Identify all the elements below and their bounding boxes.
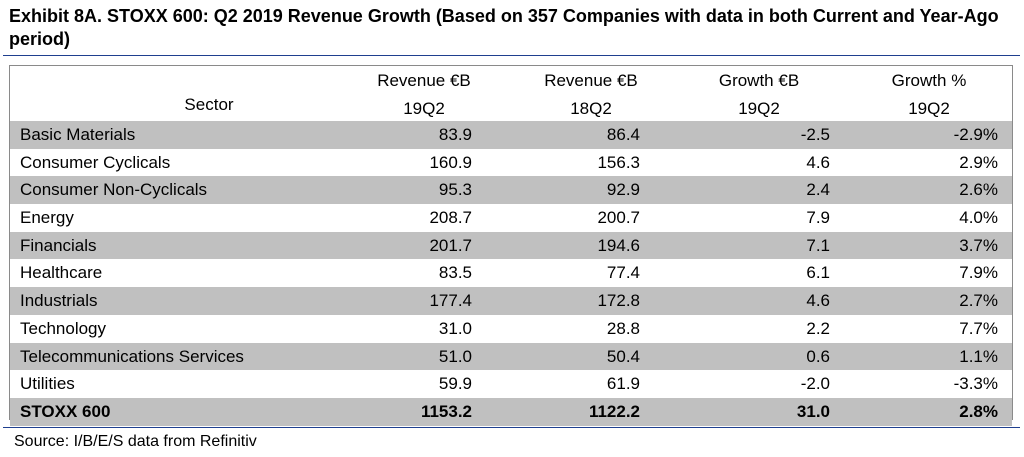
exhibit-title: Exhibit 8A. STOXX 600: Q2 2019 Revenue G… xyxy=(9,6,999,49)
table-row: Utilities 59.9 61.9 -2.0 -3.3% xyxy=(10,370,1012,398)
table-body: Basic Materials 83.9 86.4 -2.5 -2.9% Consumer… xyxy=(10,121,1012,426)
table-row: Financials 201.7 194.6 7.1 3.7% xyxy=(10,231,1012,260)
cell-revenue-19q2: 1153.2 xyxy=(420,401,472,421)
header-growth-eur-line2: 19Q2 xyxy=(738,99,780,118)
bottom-rule xyxy=(3,427,1020,428)
table-header: Sector Revenue €B 19Q2 Revenue €B 18Q2 G… xyxy=(9,65,1013,120)
cell-growth-eur: 7.9 xyxy=(806,208,830,228)
cell-revenue-18q2: 92.9 xyxy=(606,180,640,200)
cell-growth-eur: 2.4 xyxy=(806,180,830,200)
source-note: Source: I/B/E/S data from Refinitiv xyxy=(14,433,257,450)
cell-growth-pct: 3.7% xyxy=(959,235,998,255)
cell-growth-pct: -3.3% xyxy=(953,374,998,394)
table-row-total: STOXX 600 1153.2 1122.2 31.0 2.8% xyxy=(10,397,1012,426)
cell-revenue-18q2: 200.7 xyxy=(597,208,640,228)
header-growth-eur-line1: Growth €B xyxy=(718,71,800,90)
cell-growth-eur: 31.0 xyxy=(796,401,830,421)
cell-revenue-18q2: 77.4 xyxy=(606,263,640,283)
header-growth-pct-line1: Growth % xyxy=(891,71,967,90)
cell-sector: Financials xyxy=(20,235,97,255)
header-revenue-18q2-line1: Revenue €B xyxy=(544,71,638,90)
cell-growth-eur: -2.5 xyxy=(800,125,830,144)
cell-revenue-19q2: 51.0 xyxy=(438,346,472,366)
cell-growth-pct: 1.1% xyxy=(959,346,998,366)
header-revenue-18q2: Revenue €B 18Q2 xyxy=(506,71,676,119)
cell-revenue-19q2: 83.5 xyxy=(438,263,472,283)
cell-revenue-19q2: 160.9 xyxy=(429,152,472,172)
header-revenue-19q2-line2: 19Q2 xyxy=(403,99,445,118)
cell-revenue-19q2: 83.9 xyxy=(438,125,472,144)
cell-revenue-19q2: 208.7 xyxy=(429,208,472,228)
cell-sector: Basic Materials xyxy=(20,125,136,144)
cell-sector: Industrials xyxy=(20,291,98,311)
cell-growth-pct: -2.9% xyxy=(953,125,998,144)
top-rule xyxy=(3,55,1020,56)
cell-growth-eur: 7.1 xyxy=(806,235,830,255)
cell-sector: Energy xyxy=(20,208,74,228)
cell-growth-pct: 2.9% xyxy=(959,152,998,172)
cell-growth-eur: 2.2 xyxy=(806,318,830,338)
cell-revenue-19q2: 59.9 xyxy=(438,374,472,394)
cell-revenue-18q2: 28.8 xyxy=(606,318,640,338)
cell-growth-eur: 4.6 xyxy=(806,291,830,311)
cell-growth-pct: 7.9% xyxy=(959,263,998,283)
header-revenue-18q2-line2: 18Q2 xyxy=(570,99,612,118)
cell-sector: Utilities xyxy=(20,374,75,394)
cell-revenue-18q2: 50.4 xyxy=(606,346,640,366)
cell-revenue-19q2: 177.4 xyxy=(429,291,472,311)
cell-revenue-18q2: 1122.2 xyxy=(588,401,640,421)
cell-growth-eur: 0.6 xyxy=(806,346,830,366)
cell-revenue-18q2: 156.3 xyxy=(597,152,640,172)
table-row: Industrials 177.4 172.8 4.6 2.7% xyxy=(10,287,1012,315)
header-sector-line2: Sector xyxy=(184,95,234,114)
table-row: Consumer Cyclicals 160.9 156.3 4.6 2.9% xyxy=(10,149,1012,177)
cell-sector: Consumer Cyclicals xyxy=(20,152,171,172)
cell-growth-pct: 2.8% xyxy=(959,401,998,421)
table-row: Basic Materials 83.9 86.4 -2.5 -2.9% xyxy=(10,121,1012,149)
header-growth-pct-line2: 19Q2 xyxy=(908,99,950,118)
table-row: Telecommunications Services 51.0 50.4 0.6 1.… xyxy=(10,342,1012,371)
cell-growth-eur: 4.6 xyxy=(806,152,830,172)
cell-revenue-18q2: 61.9 xyxy=(606,374,640,394)
header-sector: Sector xyxy=(109,75,309,115)
header-sector-line1 xyxy=(109,75,309,95)
header-revenue-19q2-line1: Revenue €B xyxy=(377,71,471,90)
cell-growth-pct: 4.0% xyxy=(959,208,998,228)
cell-sector: Technology xyxy=(20,318,107,338)
cell-sector: Healthcare xyxy=(20,263,103,283)
header-growth-eur: Growth €B 19Q2 xyxy=(679,71,839,119)
table-row: Technology 31.0 28.8 2.2 7.7% xyxy=(10,315,1012,343)
cell-growth-pct: 2.6% xyxy=(959,180,998,200)
cell-revenue-18q2: 172.8 xyxy=(597,291,640,311)
cell-revenue-18q2: 194.6 xyxy=(597,235,640,255)
table-row: Consumer Non-Cyclicals 95.3 92.9 2.4 2.6% xyxy=(10,176,1012,205)
cell-sector: Consumer Non-Cyclicals xyxy=(20,180,208,200)
cell-revenue-19q2: 95.3 xyxy=(438,180,472,200)
cell-growth-eur: 6.1 xyxy=(806,263,830,283)
cell-growth-eur: -2.0 xyxy=(800,374,830,394)
cell-growth-pct: 2.7% xyxy=(959,291,998,311)
header-growth-pct: Growth % 19Q2 xyxy=(854,71,1004,119)
table-row: Healthcare 83.5 77.4 6.1 7.9% xyxy=(10,259,1012,287)
cell-revenue-18q2: 86.4 xyxy=(606,125,640,144)
cell-revenue-19q2: 201.7 xyxy=(429,235,472,255)
cell-sector: Telecommunications Services xyxy=(20,346,244,366)
cell-sector: STOXX 600 xyxy=(20,401,111,421)
cell-revenue-19q2: 31.0 xyxy=(438,318,472,338)
table-row: Energy 208.7 200.7 7.9 4.0% xyxy=(10,204,1012,232)
cell-growth-pct: 7.7% xyxy=(959,318,998,338)
header-revenue-19q2: Revenue €B 19Q2 xyxy=(339,71,509,119)
